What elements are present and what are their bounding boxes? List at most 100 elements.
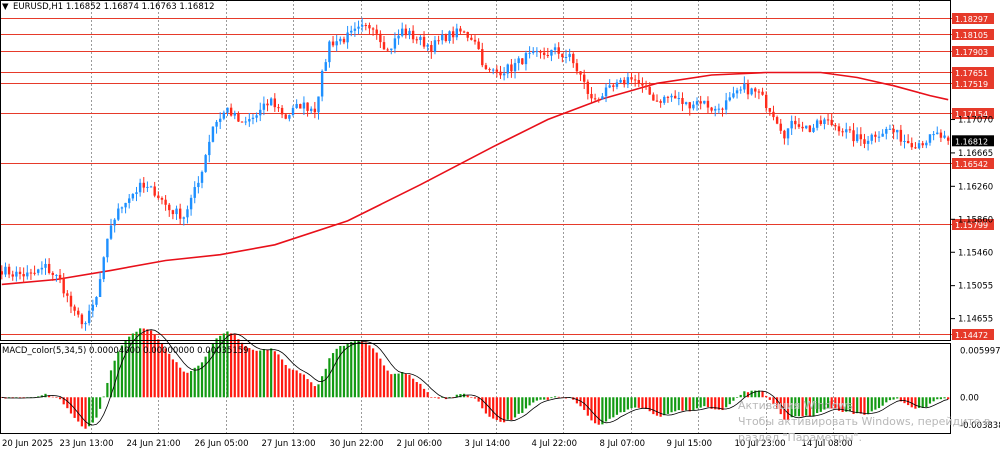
macd-bar xyxy=(659,397,662,417)
macd-bar xyxy=(433,397,437,398)
candle-body xyxy=(648,86,651,95)
candle-body xyxy=(451,31,455,38)
macd-bar xyxy=(189,371,193,398)
candle-body xyxy=(324,62,327,71)
macd-bar xyxy=(677,397,680,411)
candle-body xyxy=(138,182,142,193)
macd-bar xyxy=(179,367,182,398)
macd-bar xyxy=(448,397,451,398)
candle-body xyxy=(364,25,368,27)
candle-body xyxy=(513,63,517,72)
macd-bar xyxy=(477,397,480,402)
candle-body xyxy=(350,30,353,33)
candle-body xyxy=(273,98,277,108)
candle-body xyxy=(644,85,648,87)
candle-body xyxy=(339,38,342,42)
price-tick-label: 1.15860 xyxy=(958,215,993,225)
candle-body xyxy=(29,272,33,274)
candle-body xyxy=(146,186,149,188)
candle-body xyxy=(539,51,542,53)
time-tick-label: 14 Jul 08:00 xyxy=(802,439,853,449)
macd-bar xyxy=(746,392,750,398)
macd-bar xyxy=(310,382,313,398)
macd-bar xyxy=(466,395,469,398)
macd-bar xyxy=(757,390,761,398)
moving-average-line xyxy=(1,71,949,286)
macd-bar xyxy=(692,397,695,411)
candle-body xyxy=(288,115,291,119)
time-tick-label: 2 Jul 06:00 xyxy=(397,439,443,449)
macd-bar xyxy=(546,397,549,400)
candle-body xyxy=(160,198,164,200)
macd-bar xyxy=(455,394,458,398)
candle-body xyxy=(764,94,768,109)
time-tick-label: 26 Jun 05:00 xyxy=(195,439,249,449)
level-label: 1.14472 xyxy=(955,331,988,340)
watermark-line-2: Чтобы активировать Windows, перейдите в xyxy=(738,415,990,428)
macd-bar xyxy=(823,397,826,410)
candle-body xyxy=(797,124,801,127)
macd-bar xyxy=(393,373,397,398)
macd-bar xyxy=(739,394,742,398)
candle-body xyxy=(914,147,917,149)
candle-body xyxy=(44,263,47,268)
candle-body xyxy=(808,125,812,132)
candle-body xyxy=(874,134,877,137)
macd-bar xyxy=(350,341,353,398)
candle-body xyxy=(222,112,226,119)
macd-bar xyxy=(266,349,269,398)
candle-body xyxy=(881,133,884,137)
macd-bar xyxy=(313,386,316,398)
candle-body xyxy=(510,64,513,72)
candle-body xyxy=(426,45,429,47)
macd-bar xyxy=(270,348,273,398)
macd-bar xyxy=(382,365,386,398)
macd-bar xyxy=(732,397,735,401)
candle-body xyxy=(248,119,251,122)
macd-bar xyxy=(735,397,739,398)
candle-body xyxy=(517,58,520,64)
macd-bar xyxy=(743,391,746,398)
candle-body xyxy=(830,119,833,126)
macd-bar xyxy=(321,376,324,398)
macd-bar xyxy=(914,397,917,409)
candle-body xyxy=(852,130,855,142)
candle-body xyxy=(608,85,611,88)
macd-bar xyxy=(295,370,298,398)
macd-bar xyxy=(714,397,717,410)
macd-bar xyxy=(58,397,62,400)
candle-body xyxy=(404,28,408,36)
candle-body xyxy=(586,81,590,94)
candle-body xyxy=(863,139,866,144)
macd-bar xyxy=(324,368,327,398)
macd-bar xyxy=(95,397,98,418)
candle-body xyxy=(328,41,331,63)
macd-bar xyxy=(488,397,491,417)
level-label: 1.17519 xyxy=(955,80,988,89)
candle-body xyxy=(269,98,273,106)
macd-bar xyxy=(259,350,262,398)
macd-bar xyxy=(390,374,393,398)
time-tick-label: 8 Jul 07:00 xyxy=(600,439,646,449)
candle-body xyxy=(306,102,309,111)
level-tag xyxy=(952,67,994,78)
macd-bar xyxy=(841,397,844,413)
candle-body xyxy=(277,107,280,109)
macd-bar xyxy=(717,397,720,410)
candle-body xyxy=(135,192,138,195)
macd-bar xyxy=(805,397,808,416)
macd-bar xyxy=(612,397,615,418)
macd-bar xyxy=(98,397,102,409)
candle-body xyxy=(302,102,306,109)
macd-bar xyxy=(637,397,640,408)
candle-body xyxy=(666,96,670,98)
horizontal-levels[interactable]: 1.18297 1.18105 1.17903 1.17651 1.17519 1.171… xyxy=(0,13,994,340)
candlesticks xyxy=(0,17,950,331)
macd-bar xyxy=(790,397,793,418)
candle-body xyxy=(393,38,397,49)
macd-bar xyxy=(499,397,502,422)
menu-icon[interactable]: ▼ xyxy=(2,2,9,12)
candle-body xyxy=(433,40,437,52)
time-tick-label: 23 Jun 13:00 xyxy=(60,439,114,449)
